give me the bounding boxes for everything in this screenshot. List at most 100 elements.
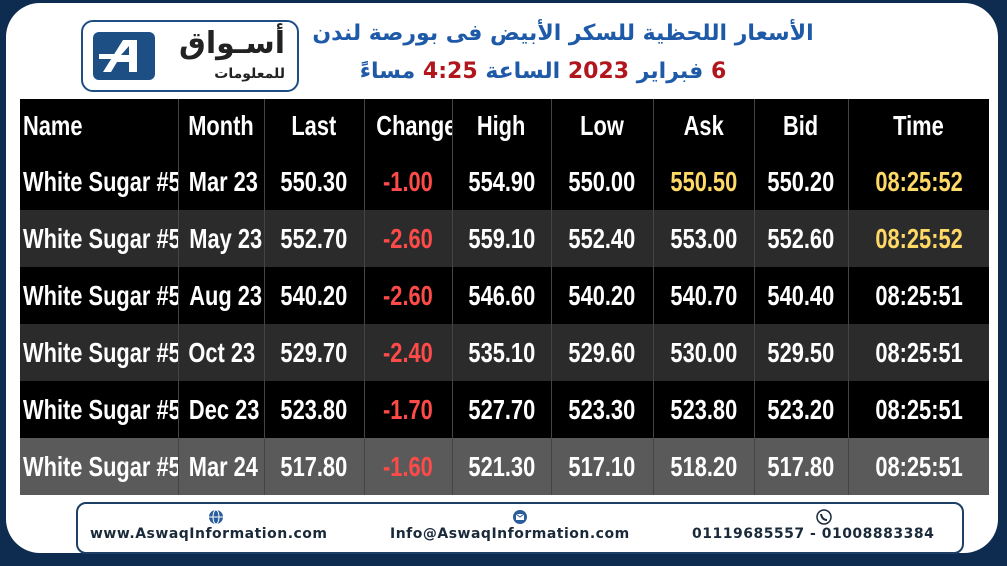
table-cell-text: -2.40 [383, 336, 433, 368]
table-cell: 550.50 [652, 153, 754, 210]
table-cell: 08:25:51 [847, 267, 989, 324]
table-cell: 08:25:51 [847, 381, 989, 438]
table-cell-text: White Sugar #5 [23, 336, 178, 368]
table-cell: -2.60 [363, 210, 452, 267]
table-cell-text: 523.20 [767, 393, 835, 425]
table-cell-text: 546.60 [468, 279, 535, 311]
table-cell: -2.60 [363, 267, 452, 324]
table-cell: White Sugar #5 [20, 267, 178, 324]
date-part: 2023 [567, 59, 630, 84]
phone-icon [816, 509, 832, 525]
column-header: Month [177, 99, 264, 153]
table-cell: 08:25:52 [847, 210, 989, 267]
column-header-text: Month [188, 110, 254, 141]
table-cell-text: 540.40 [767, 279, 835, 311]
column-header-text: Time [893, 110, 945, 141]
table-cell-text: -2.60 [383, 222, 433, 254]
table-cell-text: White Sugar #5 [23, 165, 178, 197]
table-cell: -1.00 [363, 153, 452, 210]
table-cell-text: 552.60 [767, 222, 835, 254]
table-cell-text: 527.70 [468, 393, 535, 425]
table-cell-text: Mar 24 [188, 450, 258, 482]
table-cell-text: Dec 23 [188, 393, 259, 425]
column-header-text: Last [291, 110, 337, 141]
logo-name: أسـواق [179, 26, 285, 61]
column-header: Name [20, 99, 178, 153]
table-row: White Sugar #5 May 23 552.70 -2.60 559.10 552… [20, 210, 989, 267]
table-cell-text: 553.00 [670, 222, 737, 254]
table-cell-text: 518.20 [670, 450, 737, 482]
column-header: Ask [652, 99, 754, 153]
column-header: Low [550, 99, 653, 153]
footer: www.AswaqInformation.com Info@AswaqInfor… [76, 502, 964, 554]
table-cell: 523.30 [550, 381, 653, 438]
table-cell: -1.60 [363, 438, 452, 495]
table-cell: 546.60 [451, 267, 551, 324]
table-row: White Sugar #5 Dec 23 523.80 -1.70 527.70 523… [20, 381, 989, 438]
table-cell-text: -1.60 [383, 450, 433, 482]
table-cell: Dec 23 [177, 381, 264, 438]
table-cell-text: 540.20 [280, 279, 348, 311]
table-body: White Sugar #5 Mar 23 550.30 -1.00 554.90 550… [20, 153, 989, 495]
table-cell-text: 523.80 [280, 393, 348, 425]
table-cell: White Sugar #5 [20, 381, 178, 438]
table-cell-text: 08:25:51 [875, 450, 963, 482]
table-cell-text: -1.00 [383, 165, 433, 197]
table-row: White Sugar #5 Aug 23 540.20 -2.60 546.60 540… [20, 267, 989, 324]
table-cell: 559.10 [451, 210, 551, 267]
table-row: White Sugar #5 Mar 23 550.30 -1.00 554.90 550… [20, 153, 989, 210]
table-cell-text: -2.60 [383, 279, 433, 311]
table-row: White Sugar #5 Oct 23 529.70 -2.40 535.10 529… [20, 324, 989, 381]
table-cell-text: 517.80 [767, 450, 835, 482]
mail-icon [513, 510, 527, 524]
table-cell: 554.90 [451, 153, 551, 210]
logo-tagline: للمعلومات [214, 66, 285, 82]
table-cell: 523.80 [652, 381, 754, 438]
table-cell: Mar 24 [177, 438, 264, 495]
table-cell-text: 550.00 [568, 165, 636, 197]
column-header-text: Ask [683, 110, 724, 141]
table-cell-text: 550.20 [767, 165, 835, 197]
column-header-text: Name [23, 110, 83, 141]
table-cell-text: 523.30 [568, 393, 636, 425]
table-cell: 523.80 [263, 381, 364, 438]
table-cell: White Sugar #5 [20, 153, 178, 210]
column-header-text: High [477, 110, 526, 141]
table-cell-text: Oct 23 [187, 336, 255, 368]
table-cell: 08:25:52 [847, 153, 989, 210]
date-part: الساعة [485, 59, 561, 84]
table-cell-text: 529.50 [767, 336, 835, 368]
table-cell-text: -1.70 [383, 393, 433, 425]
table-cell: 552.60 [753, 210, 848, 267]
table-cell: Aug 23 [177, 267, 264, 324]
table-cell-text: White Sugar #5 [23, 222, 178, 254]
table-cell: White Sugar #5 [20, 210, 178, 267]
table-cell: 529.70 [263, 324, 364, 381]
table-cell-text: 550.30 [280, 165, 348, 197]
table-cell: Mar 23 [177, 153, 264, 210]
table-cell-text: White Sugar #5 [23, 450, 178, 482]
table-cell-text: 517.80 [280, 450, 348, 482]
table-cell: 553.00 [652, 210, 754, 267]
price-table: Name Month Last Change High Low Ask Bid Time Whi… [20, 99, 989, 495]
table-cell-text: White Sugar #5 [23, 393, 178, 425]
date-line: 6 فبراير 2023 الساعة 4:25 مساءً [303, 59, 783, 84]
table-cell-text: 540.20 [568, 279, 636, 311]
email: Info@AswaqInformation.com [390, 526, 630, 542]
table-cell: -2.40 [363, 324, 452, 381]
table-cell: 550.30 [263, 153, 364, 210]
table-cell: 527.70 [451, 381, 551, 438]
table-cell-text: 552.70 [280, 222, 348, 254]
date-part: 6 [710, 59, 727, 84]
table-cell-text: 08:25:51 [875, 393, 963, 425]
table-cell-text: May 23 [188, 222, 262, 254]
title: الأسعار اللحظية للسكر الأبيض فى بورصة لن… [312, 21, 814, 46]
column-header-text: Bid [783, 110, 819, 141]
table-cell-text: 550.50 [670, 165, 737, 197]
table-cell: 552.70 [263, 210, 364, 267]
column-header: Last [263, 99, 364, 153]
table-cell: 523.20 [753, 381, 848, 438]
table-cell: May 23 [177, 210, 264, 267]
table-cell-text: Mar 23 [188, 165, 258, 197]
